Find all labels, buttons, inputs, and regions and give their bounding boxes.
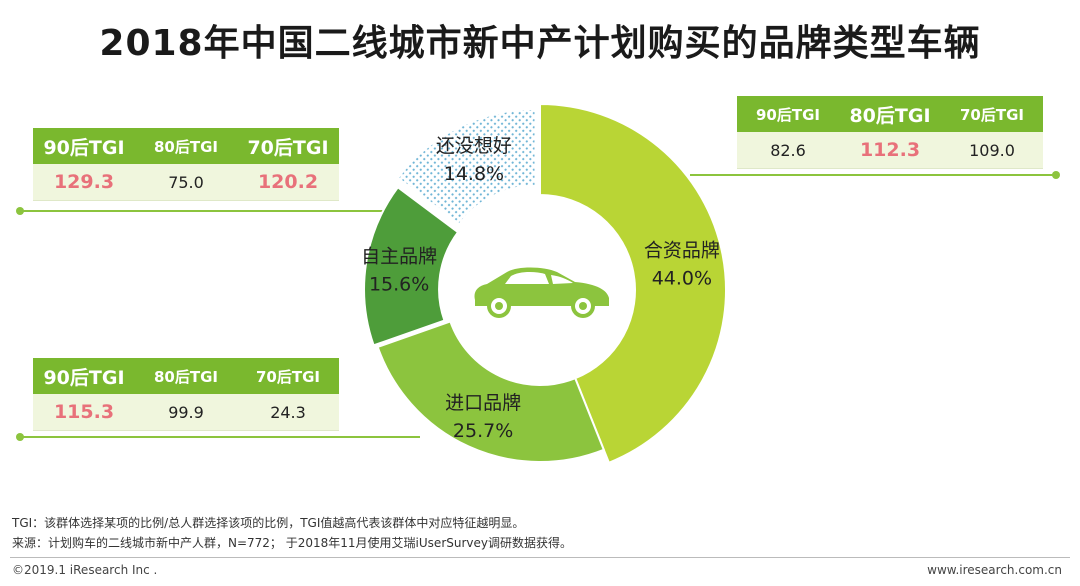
slice-label-0: 合资品牌 [644,240,720,262]
tgi-table-imported: 90后TGI 80后TGI 70后TGI 115.3 99.9 24.3 [33,358,339,431]
car-icon [474,267,609,318]
tgi-value-90: 115.3 [53,401,115,423]
connector-joint-dot [1052,171,1060,179]
tgi-value-80: 75.0 [168,172,204,192]
source-note: 来源：计划购车的二线城市新中产人群，N=772； 于2018年11月使用艾瑞iU… [12,536,572,550]
slice-label-2: 自主品牌 [361,245,437,267]
slice-value-0: 44.0% [652,268,712,290]
connector-domestic-dot [16,207,24,215]
tgi-header-80: 80后TGI [154,367,218,386]
tgi-header-80: 80后TGI [849,104,931,127]
website-link: www.iresearch.com.cn [927,563,1062,577]
slice-0 [539,102,727,465]
tgi-value-90: 129.3 [53,171,115,193]
tgi-value-90: 82.6 [770,140,806,160]
slice-value-3: 14.8% [444,163,504,185]
tgi-value-70: 109.0 [969,140,1015,160]
connector-imported-dot [16,433,24,441]
slice-value-2: 15.6% [369,273,429,295]
footer-divider [10,557,1070,558]
tgi-header-70: 70后TGI [256,367,320,386]
tgi-header-70: 70后TGI [247,136,329,159]
page-title: 2018年中国二线城市新中产计划购买的品牌类型车辆 [99,23,981,64]
tgi-value-70: 24.3 [270,402,306,422]
tgi-table-header: 90后TGI 80后TGI 70后TGI [33,128,339,164]
tgi-value-80: 99.9 [168,402,204,422]
tgi-table-values: 115.3 99.9 24.3 [33,394,339,431]
tgi-value-70: 120.2 [257,171,319,193]
tgi-table-domestic: 90后TGI 80后TGI 70后TGI 129.3 75.0 120.2 [33,128,339,201]
slice-3 [396,108,537,226]
slice-label-1: 进口品牌 [445,392,521,414]
tgi-header-90: 90后TGI [43,366,125,389]
tgi-header-90: 90后TGI [43,136,125,159]
tgi-table-header: 90后TGI 80后TGI 70后TGI [33,358,339,394]
tgi-table-header: 90后TGI 80后TGI 70后TGI [737,96,1043,132]
slice-2 [363,185,460,347]
slice-value-1: 25.7% [453,420,513,442]
tgi-note: TGI：该群体选择某项的比例/总人群选择该项的比例，TGI值越高代表该群体中对应… [12,516,525,530]
tgi-header-70: 70后TGI [960,105,1024,124]
tgi-header-90: 90后TGI [756,105,820,124]
tgi-header-80: 80后TGI [154,137,218,156]
tgi-table-values: 82.6 112.3 109.0 [737,132,1043,169]
copyright: ©2019.1 iResearch Inc . [12,563,158,577]
tgi-value-80: 112.3 [859,139,921,161]
slice-1 [376,320,606,463]
tgi-table-values: 129.3 75.0 120.2 [33,164,339,201]
slice-label-3: 还没想好 [436,135,512,157]
tgi-table-joint: 90后TGI 80后TGI 70后TGI 82.6 112.3 109.0 [737,96,1043,169]
